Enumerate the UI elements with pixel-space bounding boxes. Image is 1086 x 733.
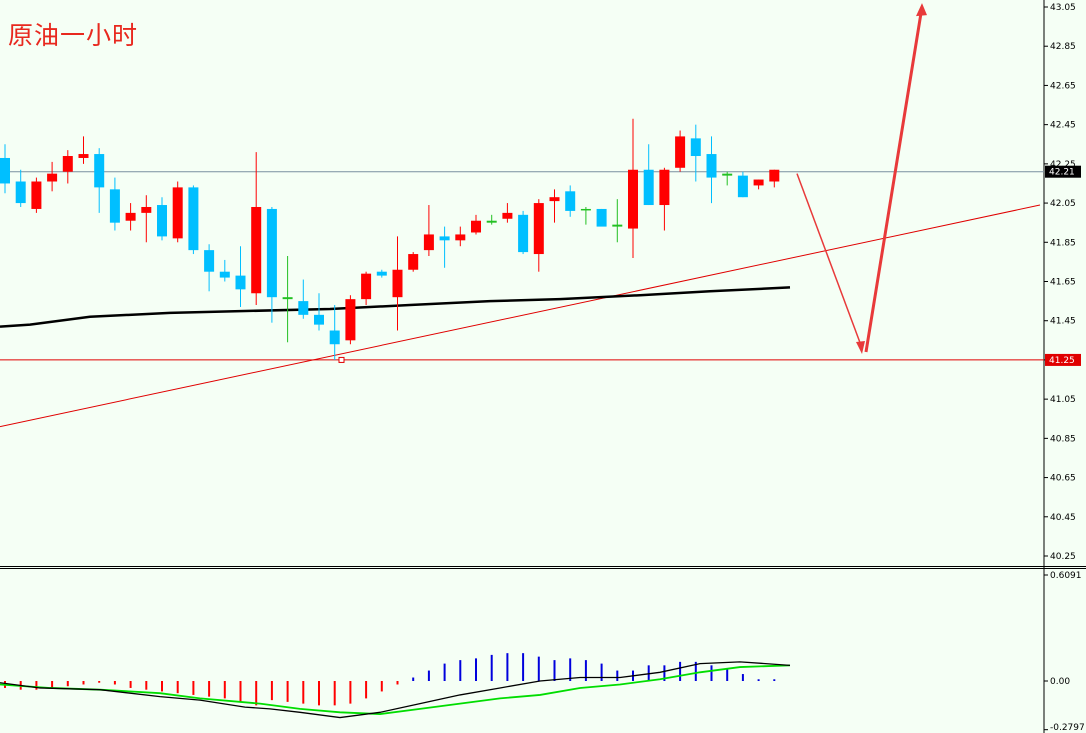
candle-body-39 — [612, 224, 623, 227]
price-tick-label-3: 42.45 — [1050, 121, 1076, 131]
candle-body-48 — [753, 179, 764, 186]
candle-body-5 — [78, 154, 89, 158]
candle-body-10 — [157, 205, 167, 237]
price-tick-label-14: 40.25 — [1050, 552, 1076, 562]
price-tick-label-0: 43.05 — [1050, 3, 1076, 13]
candle-body-44 — [690, 138, 701, 157]
candle-body-45 — [706, 154, 717, 178]
candle-body-20 — [314, 314, 324, 325]
current-price-tag — [1045, 165, 1081, 178]
candle-body-2 — [31, 181, 42, 209]
price-tick-label-1: 42.85 — [1050, 42, 1076, 52]
candle-body-19 — [298, 301, 309, 315]
macd-signal-line — [0, 664, 791, 715]
candle-body-24 — [376, 271, 387, 276]
candle-body-12 — [188, 187, 199, 251]
candle-body-29 — [455, 234, 466, 241]
macd-tick-label-2: -0.2797 — [1050, 723, 1085, 733]
candle-body-42 — [659, 169, 670, 206]
support-price-label: 41.25 — [1049, 356, 1075, 366]
price-tick-label-7: 41.65 — [1050, 278, 1076, 288]
candle-body-21 — [329, 330, 340, 345]
candle-body-6 — [94, 154, 105, 188]
candle-body-11 — [172, 187, 183, 239]
price-tick-label-12: 40.65 — [1050, 474, 1076, 484]
candle-body-33 — [518, 214, 529, 253]
price-tick-label-8: 41.45 — [1050, 317, 1076, 327]
candle-body-9 — [141, 206, 152, 213]
candle-body-4 — [62, 156, 73, 172]
candle-body-17 — [266, 208, 277, 298]
candle-body-7 — [109, 189, 120, 223]
price-tick-label-10: 41.05 — [1050, 395, 1076, 405]
forecast-arrow-up — [864, 12, 923, 353]
forecast-arrowhead-up — [916, 3, 927, 17]
candle-body-47 — [737, 175, 748, 198]
candle-body-8 — [125, 212, 136, 221]
macd-tick-label-1: 0.00 — [1050, 677, 1070, 687]
candle-body-14 — [219, 271, 230, 278]
uptrend-line — [0, 204, 1041, 428]
trendline-anchor — [338, 356, 345, 363]
macd-tick-label-0: 0.6091 — [1050, 571, 1082, 581]
candle-body-28 — [439, 236, 450, 241]
forecast-arrow-down — [796, 173, 863, 349]
candle-body-38 — [596, 208, 607, 227]
price-tick-label-4: 42.25 — [1050, 160, 1076, 170]
candle-body-46 — [722, 173, 733, 176]
candles-group — [0, 118, 780, 360]
macd-line — [0, 661, 791, 719]
candle-body-22 — [345, 299, 356, 341]
price-tick-label-2: 42.65 — [1050, 81, 1076, 91]
candle-body-43 — [675, 136, 686, 168]
current-price-label: 42.21 — [1049, 168, 1075, 178]
candle-body-41 — [643, 169, 654, 206]
candle-body-1 — [15, 181, 26, 204]
candle-body-13 — [204, 250, 215, 272]
candle-body-0 — [0, 157, 10, 184]
candle-body-16 — [251, 206, 262, 294]
candle-body-35 — [549, 197, 560, 202]
candle-body-3 — [47, 173, 58, 182]
candle-body-25 — [392, 269, 403, 298]
forecast-arrowhead-down — [856, 341, 865, 355]
candle-body-27 — [423, 234, 434, 251]
candle-body-15 — [235, 275, 246, 290]
price-tick-label-5: 42.05 — [1050, 199, 1076, 209]
candle-body-49 — [769, 169, 780, 182]
candle-body-31 — [486, 220, 497, 223]
candle-body-36 — [565, 191, 576, 211]
price-tick-label-6: 41.85 — [1050, 238, 1076, 248]
price-tick-label-11: 40.85 — [1050, 434, 1076, 444]
candle-body-23 — [361, 273, 372, 300]
candle-body-37 — [580, 208, 591, 211]
candle-body-32 — [502, 212, 513, 219]
candle-body-30 — [471, 220, 481, 233]
candle-body-18 — [282, 297, 293, 300]
candle-body-34 — [533, 203, 544, 255]
price-tick-label-13: 40.45 — [1050, 513, 1076, 523]
chart-title: 原油一小时 — [8, 21, 139, 50]
candle-body-26 — [408, 254, 419, 270]
support-price-tag — [1045, 353, 1081, 366]
candle-body-40 — [628, 169, 638, 229]
moving-average-line — [0, 286, 791, 328]
